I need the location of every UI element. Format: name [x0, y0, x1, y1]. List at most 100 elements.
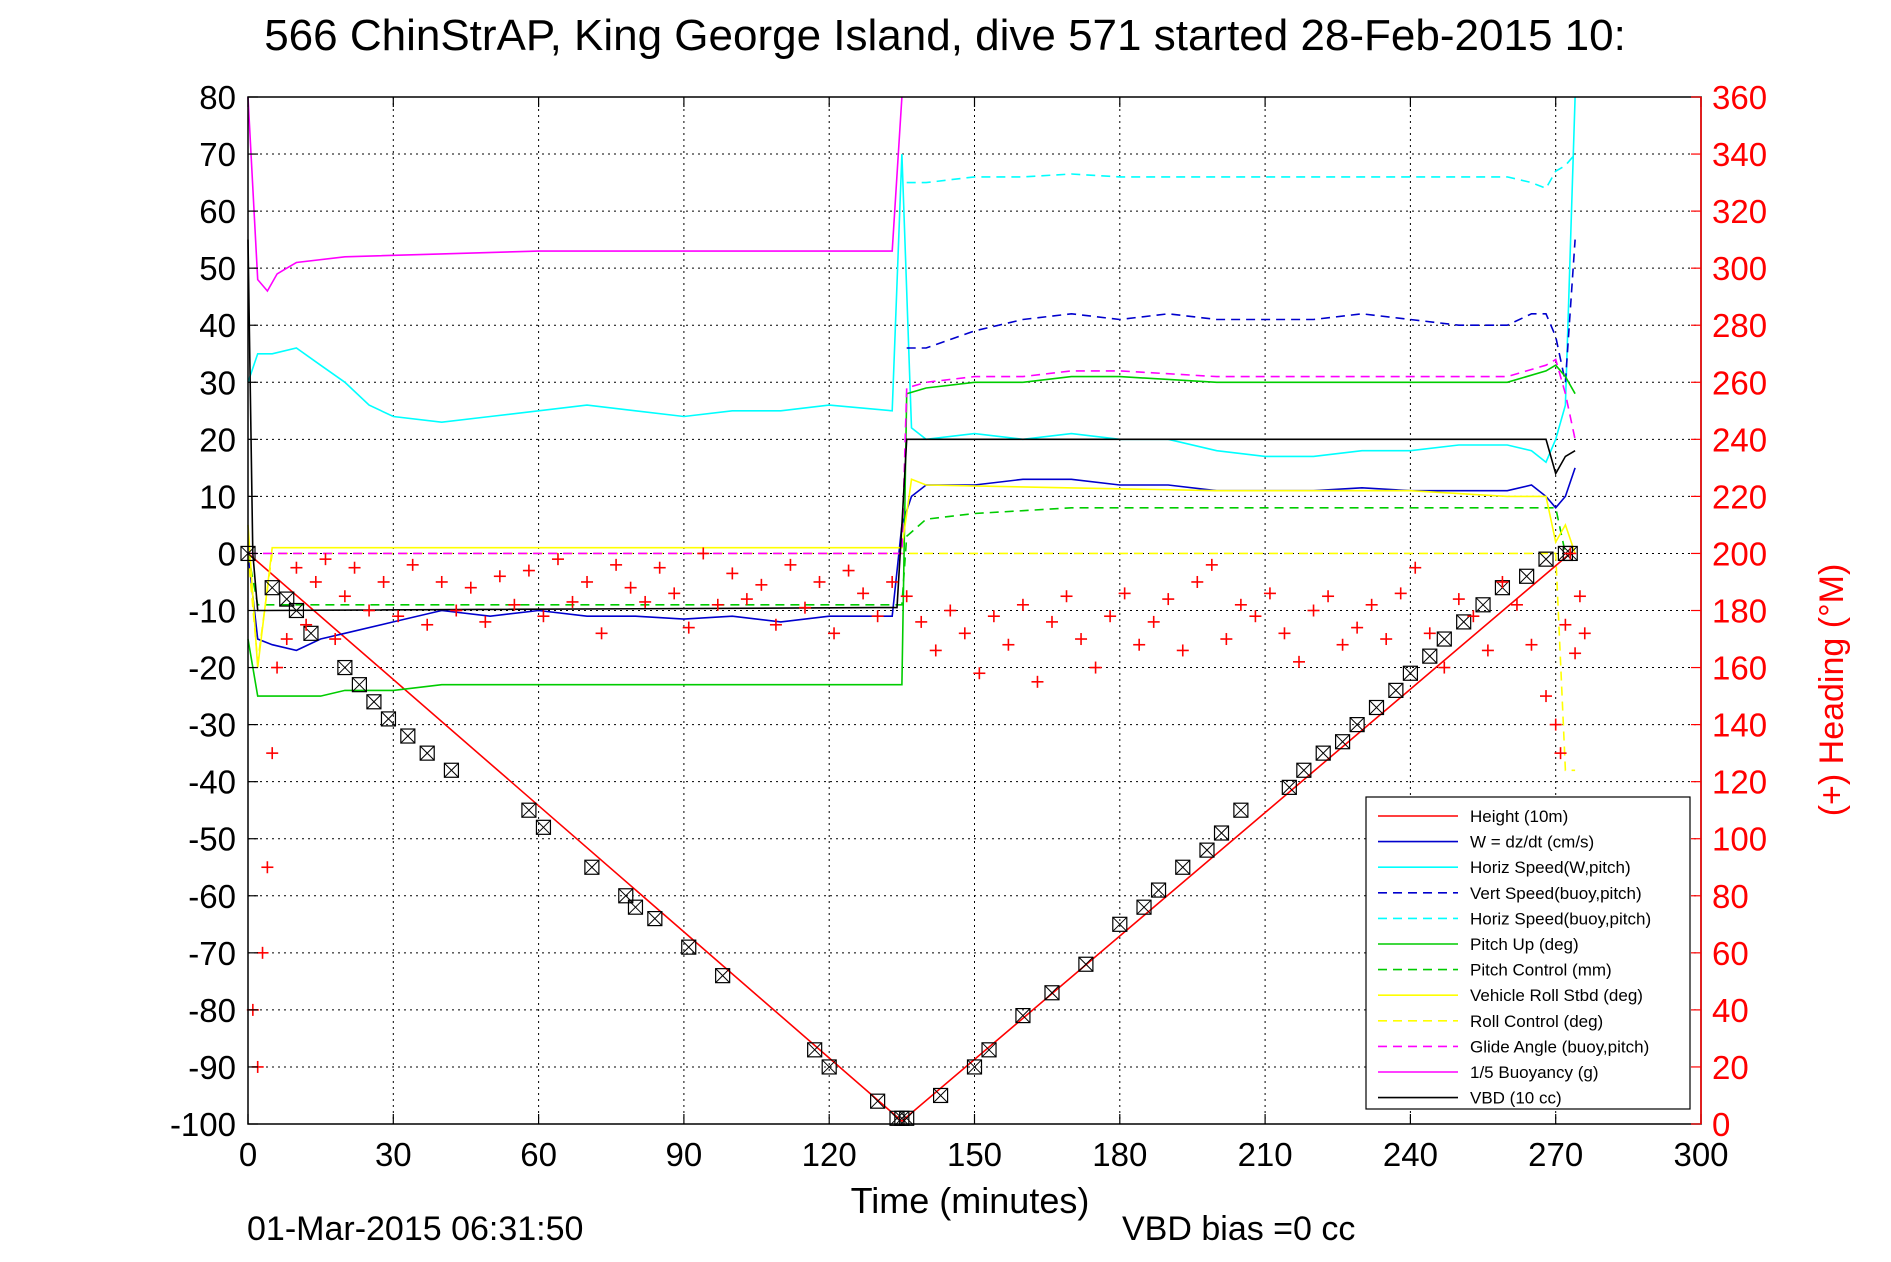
- heading-point: [1549, 718, 1562, 731]
- series-layer: [247, 96, 1576, 1123]
- heading-point: [256, 946, 269, 959]
- heading-point: [1554, 747, 1567, 760]
- heading-point: [813, 575, 826, 588]
- heading-point: [1249, 610, 1262, 623]
- heading-point: [566, 595, 579, 608]
- legend-entry: 1/5 Buoyancy (g): [1378, 1063, 1599, 1082]
- heading-point: [464, 581, 477, 594]
- series-1-line: [247, 467, 1576, 652]
- depth-marker: [419, 745, 435, 761]
- heading-point: [1525, 638, 1538, 651]
- legend-label: Roll Control (deg): [1470, 1012, 1603, 1031]
- heading-point: [798, 601, 811, 614]
- heading-point: [958, 627, 971, 640]
- heading-point: [319, 553, 332, 566]
- legend-entry: Vehicle Roll Stbd (deg): [1378, 986, 1643, 1005]
- depth-marker: [288, 602, 305, 619]
- heading-point: [435, 575, 448, 588]
- heading-point: [266, 747, 279, 760]
- heading-point: [871, 610, 884, 623]
- y2-tick-label: 80: [1712, 878, 1749, 915]
- heading-point: [740, 593, 753, 606]
- heading-point: [726, 567, 739, 580]
- y2-tick-label: 0: [1712, 1106, 1730, 1143]
- depth-marker: [1233, 802, 1249, 818]
- legend-label: Vehicle Roll Stbd (deg): [1470, 986, 1643, 1005]
- y2-tick-label: 100: [1712, 821, 1767, 858]
- heading-point: [290, 561, 303, 574]
- heading-point: [915, 615, 928, 628]
- heading-point: [1045, 615, 1058, 628]
- heading-markers: [246, 547, 1591, 1073]
- y2-tick-label: 120: [1712, 764, 1767, 801]
- depth-marker: [1136, 899, 1152, 915]
- heading-point: [1452, 593, 1465, 606]
- y-tick-label: 60: [199, 193, 236, 230]
- series-7-line: [247, 478, 1576, 668]
- heading-point: [1481, 644, 1494, 657]
- heading-point: [1002, 638, 1015, 651]
- y2-tick-label: 280: [1712, 307, 1767, 344]
- y2-tick-label: 200: [1712, 535, 1767, 572]
- heading-point: [1578, 627, 1591, 640]
- y2-tick-label: 140: [1712, 707, 1767, 744]
- heading-point: [1365, 598, 1378, 611]
- depth-marker: [1402, 665, 1419, 681]
- heading-point: [1438, 661, 1451, 674]
- heading-point: [348, 561, 361, 574]
- heading-point: [1191, 575, 1204, 588]
- depth-marker: [264, 580, 280, 596]
- x-tick-label: 270: [1528, 1136, 1583, 1173]
- heading-point: [537, 610, 550, 623]
- heading-point: [551, 553, 564, 566]
- y2-axis-label: (+) Heading (°M): [1813, 564, 1851, 817]
- y-tick-label: 80: [199, 79, 236, 116]
- depth-marker: [1112, 916, 1128, 932]
- heading-point: [421, 618, 434, 631]
- depth-marker: [1475, 597, 1491, 613]
- series-8-line: [247, 552, 1576, 772]
- heading-point: [1307, 604, 1320, 617]
- y2-tick-label: 220: [1712, 478, 1767, 515]
- y-tick-label: -60: [188, 878, 236, 915]
- legend-label: Horiz Speed(W,pitch): [1470, 858, 1631, 877]
- heading-point: [1060, 590, 1073, 603]
- heading-point: [1147, 615, 1160, 628]
- y2-tick-label: 320: [1712, 193, 1767, 230]
- y-tick-label: 0: [218, 535, 236, 572]
- depth-marker: [521, 802, 537, 818]
- heading-point: [479, 615, 492, 628]
- depth-marker: [899, 1110, 915, 1126]
- depth-marker: [1078, 956, 1094, 972]
- timestamp-footer: 01-Mar-2015 06:31:50: [247, 1210, 583, 1248]
- legend-label: Height (10m): [1470, 807, 1568, 826]
- depth-marker: [870, 1093, 886, 1109]
- heading-point: [944, 604, 957, 617]
- depth-marker: [1519, 568, 1535, 584]
- x-tick-label: 180: [1092, 1136, 1147, 1173]
- heading-point: [261, 861, 274, 874]
- depth-marker: [1422, 648, 1438, 664]
- depth-marker: [1315, 745, 1331, 761]
- depth-marker: [1281, 779, 1297, 795]
- heading-point: [1031, 675, 1044, 688]
- x-tick-label: 120: [802, 1136, 857, 1173]
- x-axis-label: Time (minutes): [851, 1180, 1090, 1221]
- heading-point: [842, 564, 855, 577]
- legend-label: Vert Speed(buoy,pitch): [1470, 884, 1642, 903]
- depth-marker: [1538, 551, 1554, 567]
- series-0-line: [247, 552, 1571, 1123]
- series-6-line: [247, 506, 1567, 606]
- heading-point: [406, 558, 419, 571]
- heading-point: [828, 627, 841, 640]
- y-tick-label: 30: [199, 364, 236, 401]
- heading-point: [610, 558, 623, 571]
- x-tick-label: 300: [1673, 1136, 1728, 1173]
- depth-marker: [966, 1059, 983, 1075]
- heading-point: [363, 604, 376, 617]
- depth-marker: [1199, 842, 1215, 858]
- legend-entry: Roll Control (deg): [1378, 1012, 1603, 1031]
- depth-marker: [715, 968, 731, 984]
- depth-marker: [1368, 699, 1385, 716]
